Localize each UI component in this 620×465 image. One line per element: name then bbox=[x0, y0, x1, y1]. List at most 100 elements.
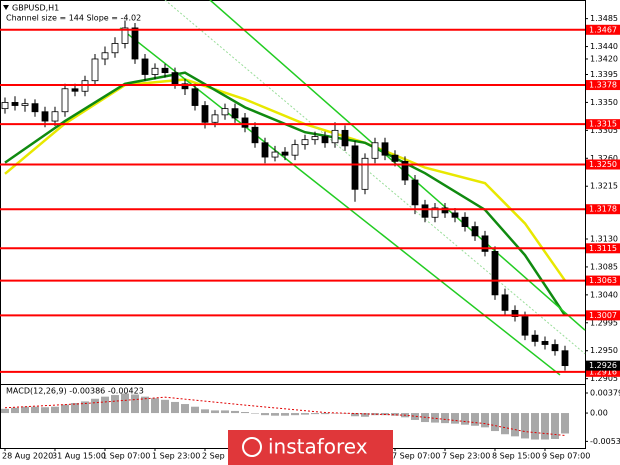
watermark-logo bbox=[242, 437, 262, 457]
candle-body bbox=[41, 111, 49, 122]
level-label: 1.3378 bbox=[589, 81, 617, 90]
candle-body bbox=[411, 179, 419, 206]
candle-body bbox=[451, 212, 459, 218]
y-tick-label: 1.3215 bbox=[590, 182, 618, 191]
macd-bar bbox=[161, 399, 169, 414]
candle-body bbox=[241, 117, 249, 128]
level-label-box bbox=[586, 366, 620, 377]
candle-body bbox=[471, 226, 479, 237]
level-label: 1.3315 bbox=[589, 120, 617, 129]
y-tick-label: 1.3085 bbox=[590, 262, 618, 271]
y-tick-label: 1.3395 bbox=[590, 70, 618, 79]
indicator-line bbox=[164, 0, 586, 355]
macd-bar bbox=[551, 413, 559, 439]
x-tick-label: 1 Sep 23:00 bbox=[152, 452, 200, 461]
macd-bar bbox=[211, 410, 219, 414]
candle-body bbox=[61, 88, 69, 113]
y-tick-label: 1.3260 bbox=[590, 154, 618, 163]
chart-title: GBPUSD,H1 bbox=[12, 4, 59, 13]
y-tick-label: 1.2950 bbox=[590, 346, 618, 355]
macd-bar bbox=[221, 410, 229, 414]
macd-bar bbox=[51, 406, 59, 414]
candle-body bbox=[281, 151, 289, 156]
candle-body bbox=[531, 334, 539, 342]
candle-body bbox=[181, 83, 189, 90]
candle-body bbox=[361, 157, 369, 190]
macd-bar bbox=[361, 413, 369, 417]
current-price-box bbox=[586, 360, 620, 371]
level-label-box bbox=[586, 243, 620, 254]
level-label: 1.3250 bbox=[589, 160, 617, 169]
watermark-text: instaforex bbox=[268, 435, 368, 459]
level-label: 1.3115 bbox=[589, 244, 617, 253]
candle-body bbox=[251, 126, 259, 144]
macd-bar bbox=[501, 413, 509, 435]
candle-body bbox=[371, 142, 379, 159]
macd-bar bbox=[101, 396, 109, 414]
candle-body bbox=[231, 108, 239, 119]
macd-bar bbox=[171, 401, 179, 414]
candle-body bbox=[221, 108, 229, 116]
level-label-box bbox=[586, 310, 620, 321]
macd-bar bbox=[231, 410, 239, 414]
candle-body bbox=[341, 129, 349, 147]
macd-bar bbox=[481, 413, 489, 428]
candle-body bbox=[351, 145, 359, 190]
candle-body bbox=[521, 316, 529, 336]
candle-body bbox=[11, 102, 19, 106]
level-label: 1.3007 bbox=[589, 311, 617, 320]
current-price-label: 1.2926 bbox=[589, 361, 617, 370]
macd-bar bbox=[41, 407, 49, 414]
candle-body bbox=[501, 294, 509, 311]
candle-body bbox=[311, 136, 319, 141]
candle-body bbox=[101, 52, 109, 60]
candle-body bbox=[21, 103, 29, 106]
candle-body bbox=[331, 129, 339, 144]
macd-bar bbox=[461, 413, 469, 425]
macd-bar bbox=[281, 413, 289, 416]
candle-body bbox=[1, 102, 9, 110]
macd-title: MACD(12,26,9) -0.00386 -0.00423 bbox=[6, 387, 144, 396]
candle-body bbox=[261, 142, 269, 158]
macd-bar bbox=[181, 404, 189, 414]
candle-body bbox=[511, 309, 519, 317]
candle-body bbox=[51, 111, 59, 122]
macd-bar bbox=[291, 413, 299, 416]
y-tick-label: -0.00535 bbox=[590, 437, 620, 446]
macd-bar bbox=[151, 398, 159, 414]
y-tick-label: 1.2995 bbox=[590, 318, 618, 327]
candle-body bbox=[491, 251, 499, 296]
candle-body bbox=[161, 67, 169, 74]
y-tick-label: 1.3350 bbox=[590, 98, 618, 107]
candle-body bbox=[141, 58, 149, 75]
candle-body bbox=[111, 43, 119, 54]
candle-body bbox=[291, 144, 299, 156]
macd-bar bbox=[531, 413, 539, 440]
x-tick-label: 7 Sep 23:00 bbox=[442, 452, 490, 461]
y-tick-label: 1.3040 bbox=[590, 290, 618, 299]
macd-bar bbox=[451, 413, 459, 424]
y-tick-label: 1.2905 bbox=[590, 374, 618, 383]
macd-bar bbox=[141, 396, 149, 414]
level-label: 1.3178 bbox=[589, 205, 617, 214]
candle-body bbox=[441, 207, 449, 214]
macd-bar bbox=[411, 413, 419, 420]
level-label-box bbox=[586, 159, 620, 170]
candle-body bbox=[91, 58, 99, 82]
level-label: 1.3467 bbox=[589, 25, 617, 34]
level-label: 1.3063 bbox=[589, 276, 617, 285]
macd-bar bbox=[321, 413, 329, 415]
candle-body bbox=[31, 103, 39, 113]
x-tick-label: 8 Sep 15:00 bbox=[492, 452, 540, 461]
level-label-box bbox=[586, 204, 620, 215]
title-icon bbox=[3, 5, 9, 10]
macd-bar bbox=[1, 408, 9, 414]
level-label-box bbox=[586, 24, 620, 35]
level-label: 1.2916 bbox=[589, 367, 617, 376]
macd-bar bbox=[81, 401, 89, 414]
macd-bar bbox=[331, 413, 339, 414]
candle-body bbox=[191, 88, 199, 106]
candle-body bbox=[391, 154, 399, 162]
macd-bar bbox=[91, 398, 99, 414]
